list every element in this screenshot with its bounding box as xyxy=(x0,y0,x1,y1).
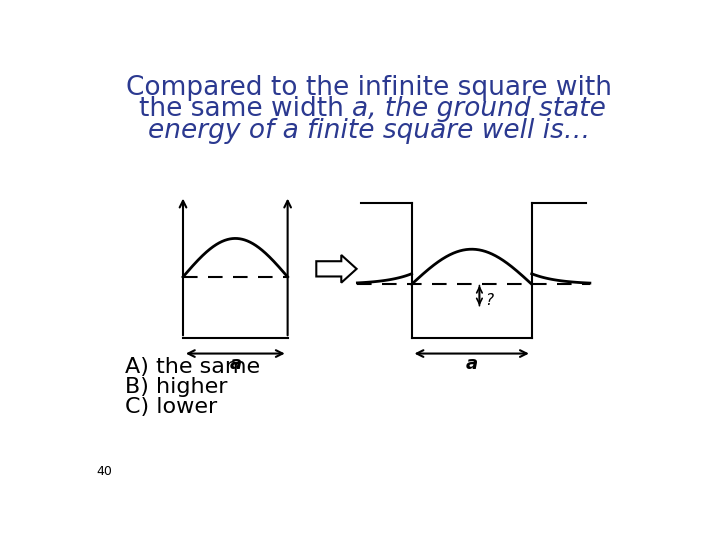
Text: a, the ground state: a, the ground state xyxy=(352,97,606,123)
Text: a: a xyxy=(229,355,241,373)
Text: a: a xyxy=(466,355,478,373)
Text: the same width: the same width xyxy=(139,97,352,123)
Text: C) lower: C) lower xyxy=(125,397,217,417)
Text: A) the same: A) the same xyxy=(125,356,260,376)
Text: energy of a finite square well is…: energy of a finite square well is… xyxy=(148,118,590,144)
Text: ?: ? xyxy=(485,293,493,308)
Text: the same width a, the ground state: the same width a, the ground state xyxy=(135,97,603,123)
Polygon shape xyxy=(316,255,356,283)
Text: Compared to the infinite square with: Compared to the infinite square with xyxy=(126,75,612,101)
Text: 40: 40 xyxy=(96,465,112,478)
Text: B) higher: B) higher xyxy=(125,377,228,397)
